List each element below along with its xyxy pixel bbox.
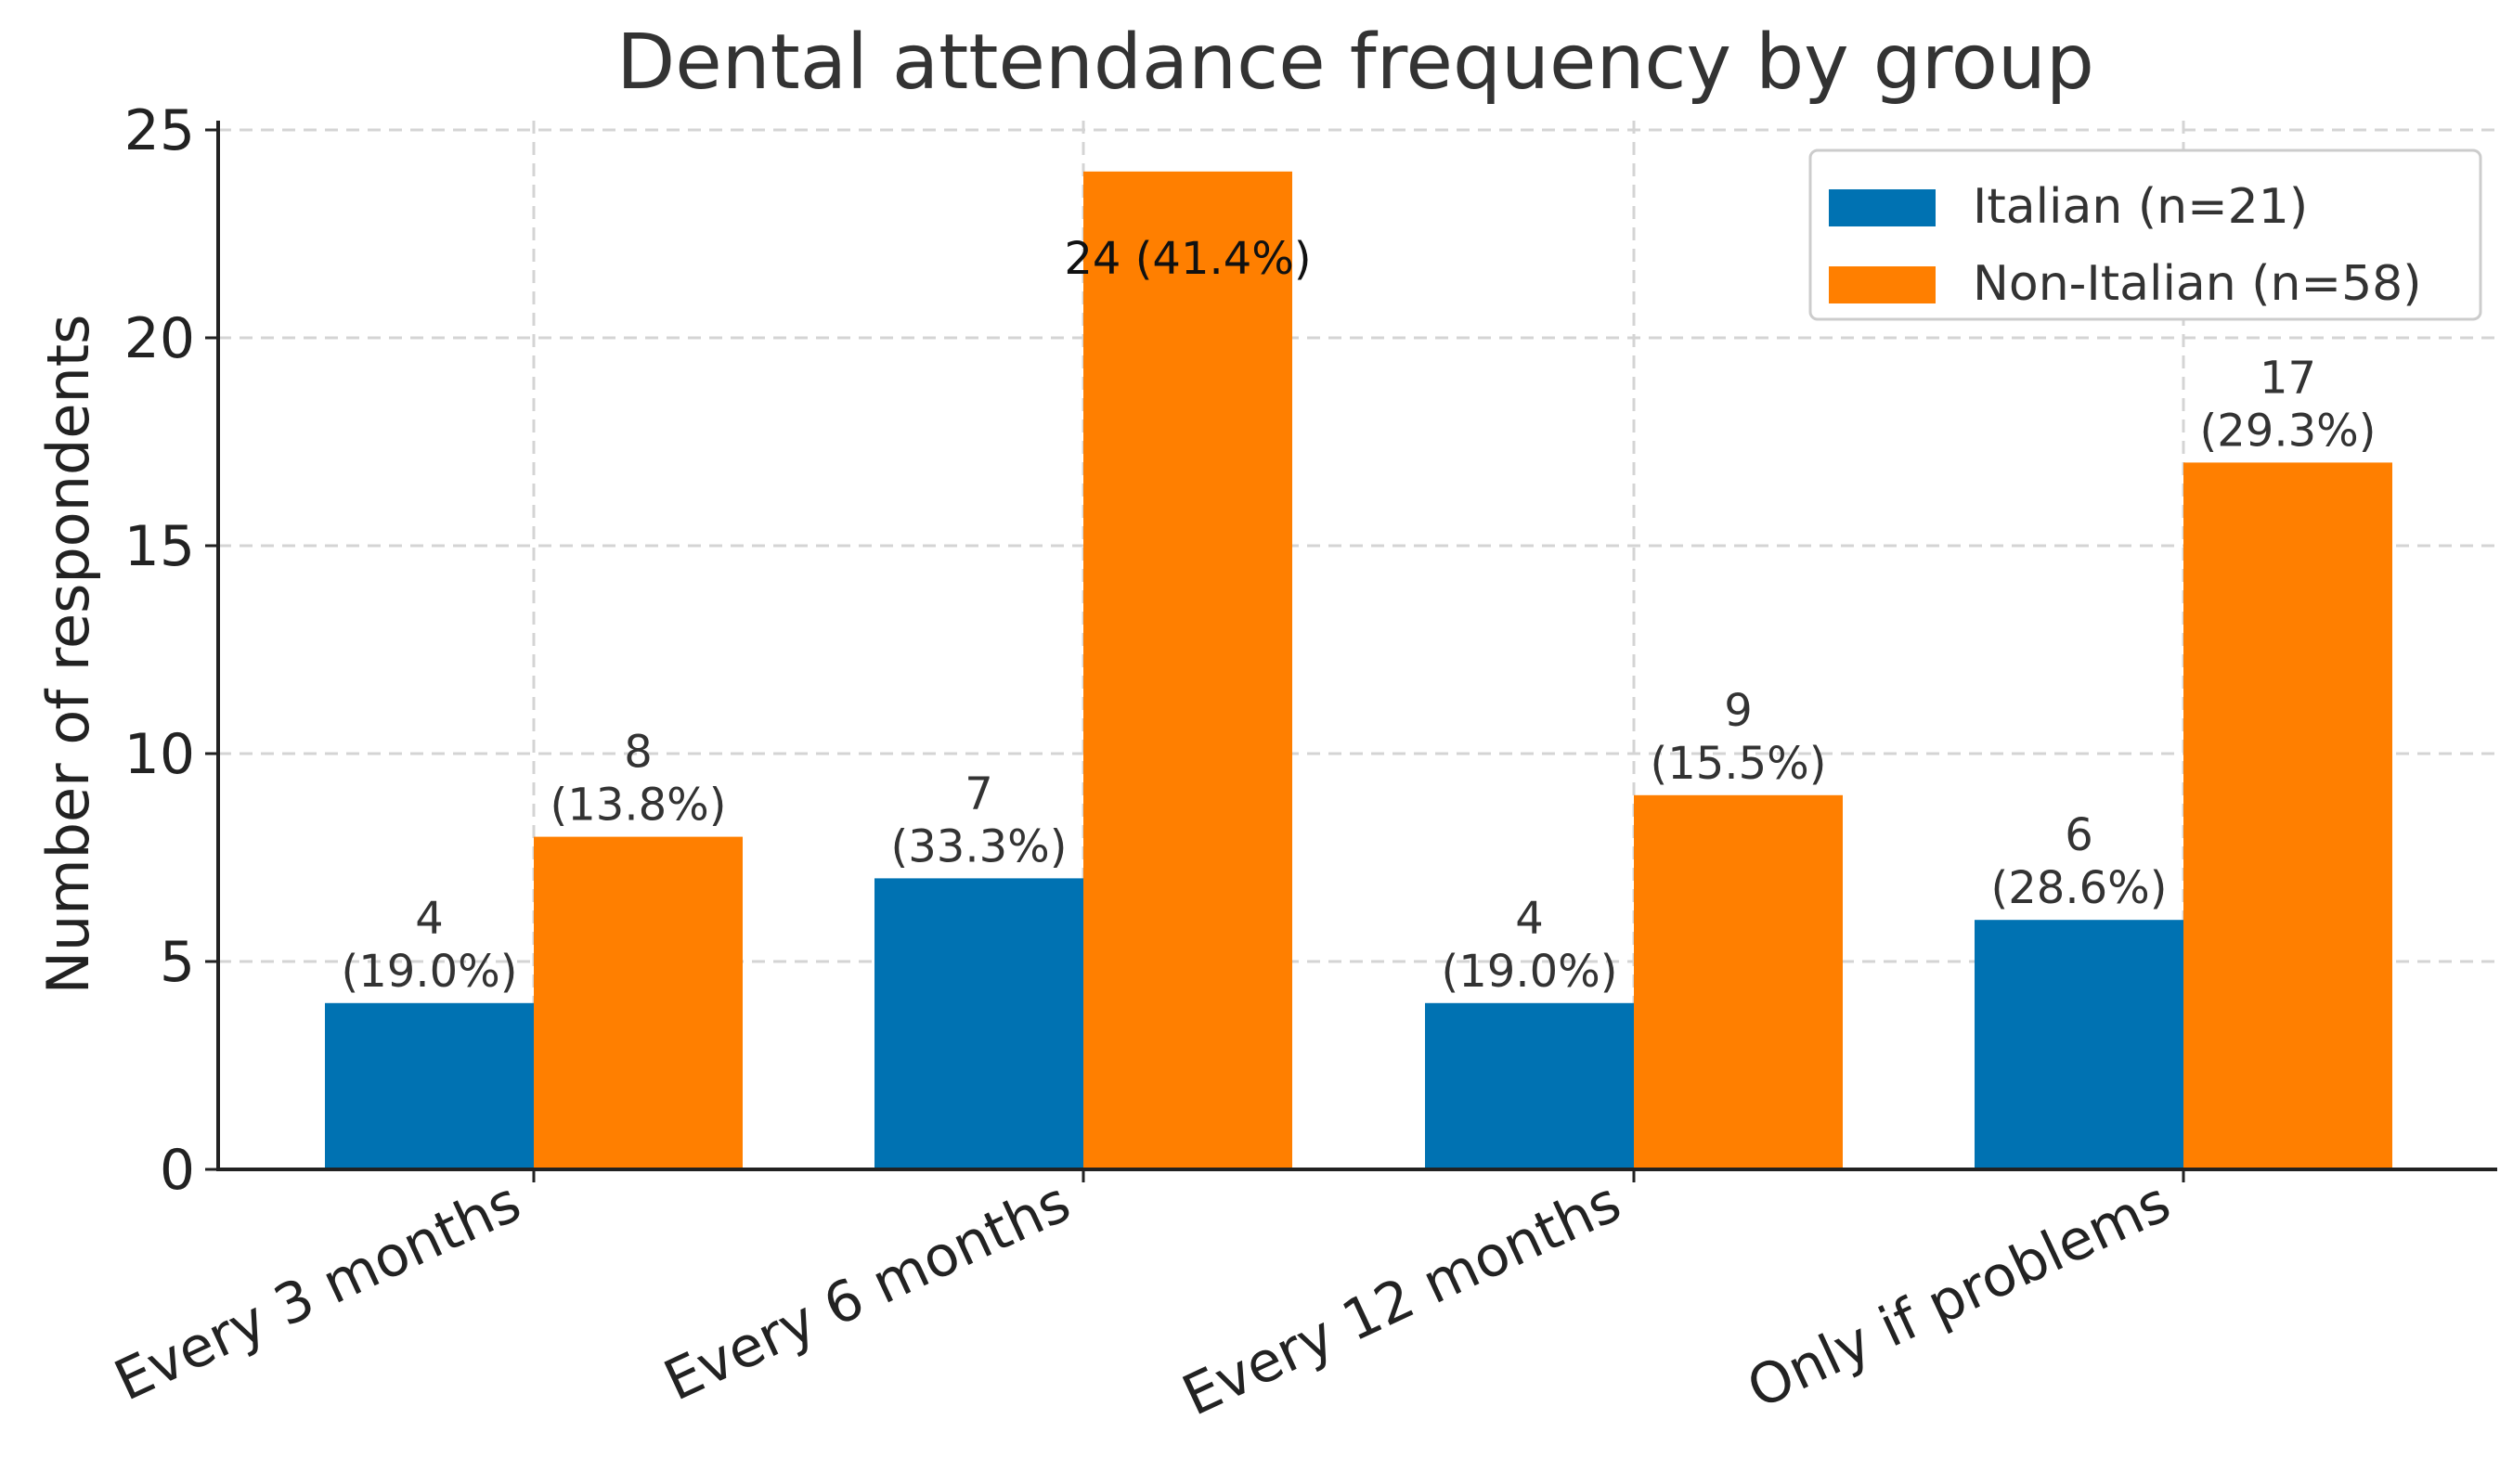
x-tick-label: Every 6 months (654, 1169, 1080, 1413)
data-label: 17 (29.3%) (2200, 352, 2377, 457)
bar-non-italian-0 (534, 836, 743, 1169)
data-label: 7 (33.3%) (891, 768, 1068, 872)
chart-title: Dental attendance frequency by group (616, 19, 2094, 107)
y-tick-label: 20 (124, 306, 195, 371)
bar-italian-1 (874, 878, 1083, 1169)
x-tick-label: Every 12 months (1173, 1169, 1631, 1428)
legend-label: Italian (n=21) (1973, 179, 2308, 235)
bar-italian-3 (1975, 920, 2183, 1169)
bar-non-italian-1 (1083, 171, 1292, 1169)
bar-non-italian-3 (2183, 462, 2392, 1169)
y-tick-label: 25 (124, 98, 195, 163)
data-label: 6 (28.6%) (1991, 809, 2168, 914)
y-tick-label: 0 (160, 1138, 195, 1203)
legend-swatch (1829, 189, 1936, 226)
bar-italian-0 (325, 1002, 534, 1169)
y-tick-label: 5 (160, 930, 195, 995)
legend-label: Non-Italian (n=58) (1973, 256, 2422, 312)
x-tick-label: Only if problems (1738, 1169, 2180, 1422)
legend-swatch (1829, 266, 1936, 303)
data-label: 4 (19.0%) (342, 893, 518, 998)
legend: Italian (n=21) Non-Italian (n=58) (1808, 148, 2482, 321)
y-tick-label: 10 (124, 722, 195, 787)
x-tick-label: Every 3 months (105, 1169, 530, 1413)
bar-non-italian-2 (1634, 794, 1843, 1169)
y-tick-label: 15 (124, 514, 195, 579)
data-label: 9 (15.5%) (1651, 685, 1827, 790)
legend-box (1808, 148, 2482, 321)
bars (325, 171, 2392, 1169)
data-label: 24 (41.4%) (1064, 233, 1311, 285)
bar-italian-2 (1425, 1002, 1634, 1169)
data-labels: 4 (19.0%) 7 (33.3%) 4 (19.0%) 6 (28.6%) 8 (13.8%)… (342, 233, 2377, 998)
data-label: 8 (13.8%) (551, 727, 727, 832)
y-axis-label: Number of respondents (34, 315, 102, 995)
data-label: 4 (19.0%) (1442, 893, 1618, 998)
